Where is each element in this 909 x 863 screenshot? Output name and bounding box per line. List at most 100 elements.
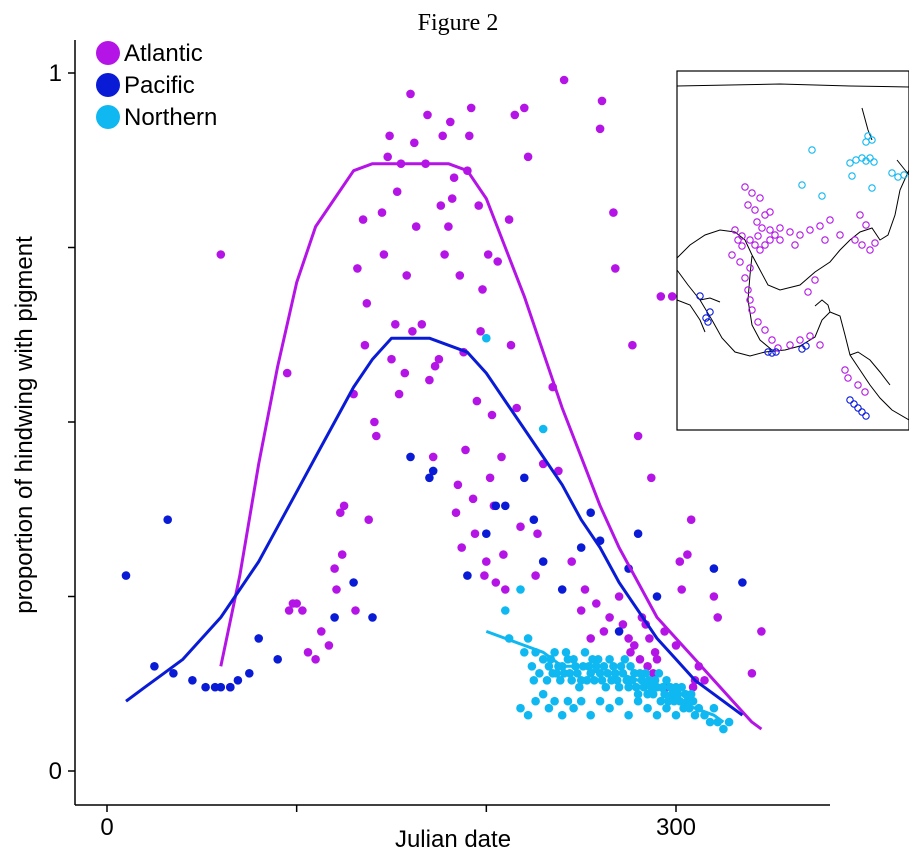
pacific-point [652, 592, 662, 601]
pacific-point [557, 585, 567, 594]
northern-point [633, 696, 643, 706]
atlantic-point [624, 634, 633, 643]
northern-point [565, 669, 575, 678]
map-location-marker [818, 192, 826, 200]
map-location-marker [868, 184, 876, 192]
map-location-marker [804, 288, 812, 296]
map-location-marker [761, 241, 769, 249]
northern-point [654, 669, 664, 678]
map-location-marker [696, 292, 704, 300]
map-location-marker [706, 308, 714, 316]
map-location-marker [866, 154, 874, 162]
atlantic-point [447, 194, 457, 203]
atlantic-point [391, 320, 400, 329]
northern-point [639, 682, 649, 692]
atlantic-point [470, 529, 480, 538]
map-location-marker [751, 206, 759, 214]
atlantic-point [292, 599, 302, 608]
northern-point [648, 689, 658, 699]
pacific-point [163, 515, 172, 524]
chart-title: Figure 2 [418, 10, 499, 36]
atlantic-point [336, 508, 345, 517]
map-location-marker [728, 251, 736, 259]
map-location-marker [764, 348, 772, 356]
map-location-marker [754, 232, 762, 240]
atlantic-point [351, 606, 360, 615]
atlantic-point [330, 564, 339, 573]
map-location-marker [774, 344, 782, 352]
northern-point [616, 662, 626, 671]
northern-point [523, 634, 533, 643]
map-location-marker [768, 349, 776, 357]
atlantic-point [466, 103, 476, 113]
map-location-marker [744, 286, 752, 294]
atlantic-point [485, 473, 495, 483]
map-location-marker [888, 169, 896, 177]
y-ticks: 01 [49, 60, 75, 785]
northern-point [662, 703, 671, 713]
legend-marker-northern [96, 105, 120, 129]
atlantic-point [567, 557, 576, 566]
map-location-marker [738, 242, 746, 250]
legend-marker-atlantic [96, 41, 120, 65]
atlantic-point [430, 361, 440, 371]
atlantic-point [370, 417, 379, 427]
pacific-point [501, 501, 510, 511]
atlantic-point [428, 452, 438, 462]
atlantic-point [423, 110, 432, 120]
atlantic-point [394, 389, 404, 399]
atlantic-point [476, 327, 485, 336]
northern-point [531, 696, 540, 706]
atlantic-point [311, 655, 320, 664]
atlantic-point [362, 299, 372, 308]
map-location-marker [736, 258, 744, 266]
map-location-marker [776, 224, 784, 232]
map-location-marker [704, 318, 712, 326]
atlantic-point [449, 173, 459, 182]
map-location-marker [751, 241, 759, 249]
map-location-marker [816, 341, 824, 349]
atlantic-point [605, 613, 614, 622]
northern-point [709, 703, 719, 713]
atlantic-point [501, 585, 510, 594]
map-location-marker [821, 236, 829, 244]
atlantic-point [671, 641, 681, 650]
atlantic-point [411, 222, 421, 231]
atlantic-point [630, 641, 639, 650]
map-location-marker [868, 136, 876, 144]
northern-point [556, 676, 565, 685]
northern-point [550, 648, 559, 657]
map-location-marker [862, 412, 870, 420]
northern-point [612, 676, 622, 685]
map-location-marker [734, 236, 742, 244]
atlantic-point [402, 271, 412, 280]
atlantic-point [353, 264, 362, 273]
northern-point [569, 703, 578, 713]
northern-point [662, 676, 671, 685]
northern-point [671, 710, 681, 720]
map-location-marker [844, 374, 852, 382]
atlantic-point [438, 131, 448, 141]
atlantic-point [457, 543, 467, 552]
northern-point [650, 676, 660, 685]
map-location-marker [786, 228, 794, 236]
northern-point [593, 655, 603, 664]
northern-point [597, 676, 607, 685]
map-location-marker [866, 246, 874, 254]
atlantic-point [303, 648, 313, 657]
y-tick-label: 0 [49, 758, 62, 785]
pacific-point [709, 564, 719, 573]
series-layer [121, 75, 766, 734]
northern-point [538, 655, 548, 664]
map-location-marker [754, 318, 762, 326]
atlantic-point [523, 152, 533, 162]
legend: Atlantic Pacific Northern [96, 40, 217, 131]
northern-point [516, 585, 525, 594]
pacific-point [491, 501, 501, 511]
atlantic-point [446, 117, 455, 127]
map-location-marker [766, 226, 774, 234]
map-location-marker [846, 396, 854, 404]
northern-point [552, 669, 561, 678]
northern-point [544, 703, 554, 713]
